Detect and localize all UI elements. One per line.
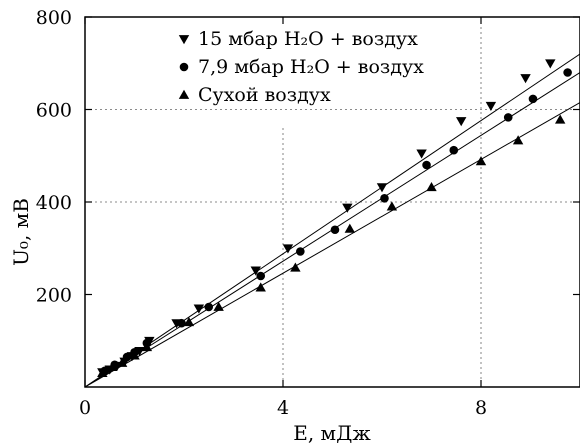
data-point-series-2 — [528, 94, 538, 104]
y-tick-label: 600 — [36, 100, 72, 122]
data-point-series-1 — [250, 266, 261, 276]
legend-marker-series-2 — [179, 62, 189, 72]
data-point-series-2 — [422, 160, 431, 170]
data-point-series-3 — [512, 135, 524, 145]
fit-lines — [84, 53, 580, 388]
y-tick-label: 200 — [36, 285, 72, 307]
data-point-series-1 — [193, 304, 205, 314]
x-tick-label: 0 — [79, 397, 91, 419]
y-tick-label: 400 — [36, 192, 72, 214]
data-point-series-1 — [456, 117, 467, 127]
data-point-series-1 — [416, 149, 427, 159]
data-point-series-3 — [183, 317, 195, 327]
data-point-series-2 — [330, 225, 340, 235]
data-point-series-2 — [296, 247, 305, 256]
data-point-series-3 — [141, 342, 153, 352]
legend-label-series-2: 7,9 мбар H₂O + воздух — [198, 56, 424, 78]
legend: 15 мбар H₂O + воздух 7,9 мбар H₂O + возду… — [178, 28, 424, 106]
data-point-series-1 — [376, 183, 388, 193]
data-point-series-3 — [386, 201, 398, 211]
data-point-series-3 — [426, 182, 437, 192]
data-point-series-3 — [344, 223, 356, 233]
legend-label-series-1: 15 мбар H₂O + воздух — [198, 28, 418, 50]
legend-label-series-3: Сухой воздух — [198, 84, 331, 106]
data-point-series-2 — [177, 318, 186, 328]
legend-marker-series-3 — [178, 89, 190, 99]
data-point-series-3 — [475, 156, 487, 166]
data-point-series-2 — [256, 271, 266, 281]
data-point-series-3 — [290, 262, 301, 272]
data-point-series-1 — [485, 101, 497, 111]
axis-ticks: 0 4 8 200 400 600 800 — [36, 7, 580, 419]
data-point-series-2 — [449, 145, 459, 155]
y-tick-label: 800 — [36, 7, 72, 29]
data-point-series-2 — [563, 68, 572, 77]
data-point-series-3 — [555, 114, 566, 124]
x-tick-label: 8 — [475, 397, 487, 419]
fit-line-series-3 — [84, 102, 580, 388]
data-point-series-1 — [342, 203, 353, 213]
fit-line-series-1 — [84, 53, 580, 388]
data-point-series-3 — [129, 350, 140, 360]
data-point-series-3 — [255, 282, 266, 292]
x-axis-label: E, мДж — [293, 421, 371, 443]
data-point-series-3 — [107, 361, 118, 372]
grid-lines — [85, 17, 580, 387]
data-point-series-3 — [213, 301, 224, 311]
legend-marker-series-1 — [178, 35, 190, 45]
data-point-series-2 — [204, 302, 214, 312]
data-point-series-2 — [503, 113, 513, 122]
data-point-series-1 — [282, 244, 294, 254]
data-point-series-2 — [380, 194, 389, 203]
y-axis-label: U₀, мВ — [9, 198, 33, 266]
data-point-series-1 — [545, 59, 556, 69]
data-point-series-1 — [520, 74, 531, 84]
data-point-series-2 — [122, 352, 132, 362]
data-markers — [97, 59, 572, 378]
data-point-series-3 — [97, 367, 108, 378]
data-point-series-3 — [116, 357, 128, 367]
x-tick-label: 4 — [277, 397, 289, 419]
